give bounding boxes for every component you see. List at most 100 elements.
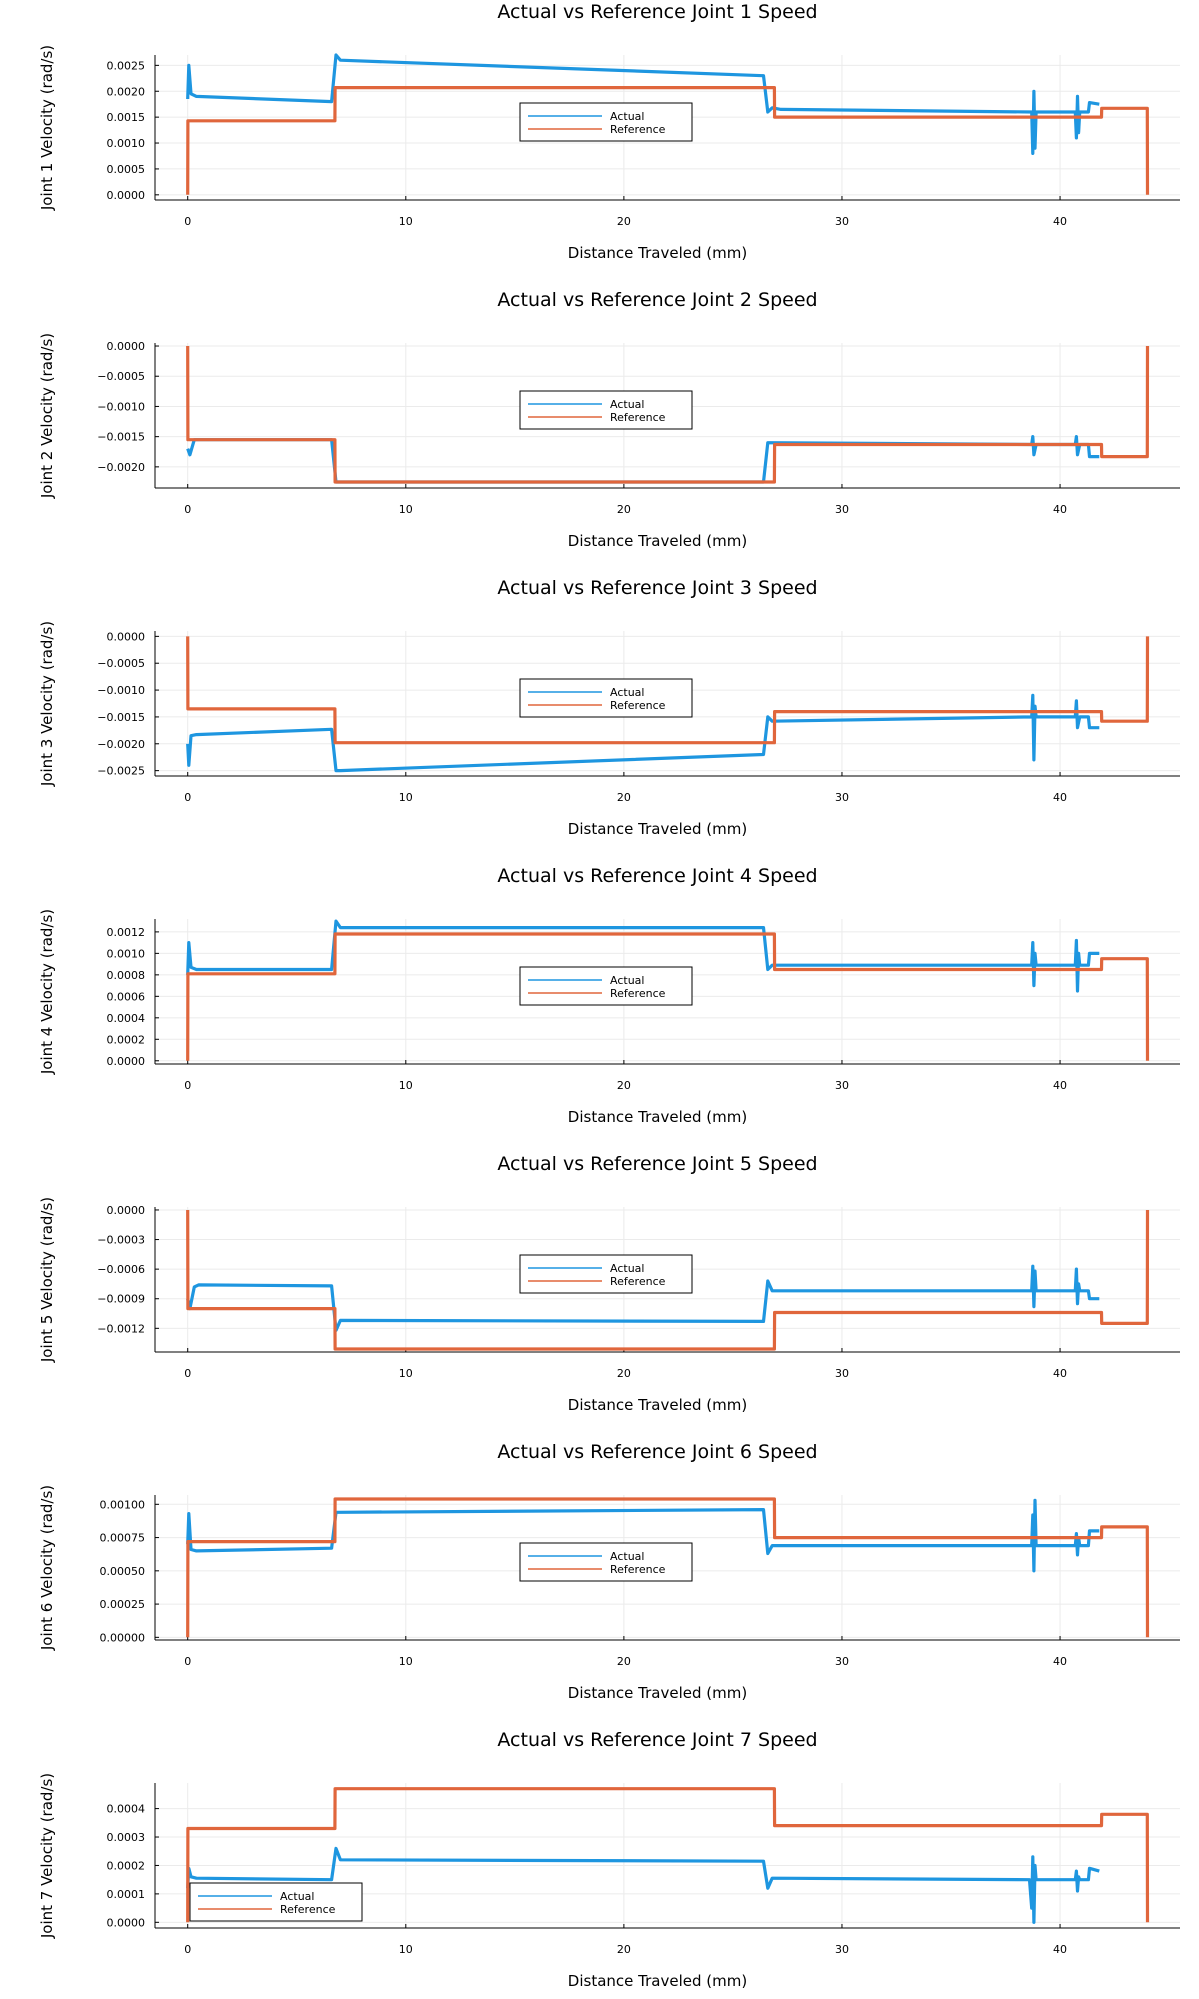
y-tick-label: −0.0020 xyxy=(97,738,145,751)
y-tick-label: −0.0010 xyxy=(97,400,145,413)
y-axis-label: Joint 1 Velocity (rad/s) xyxy=(38,45,56,211)
y-tick-label: −0.0005 xyxy=(97,657,145,670)
x-tick-label: 30 xyxy=(835,215,849,228)
legend-label-actual: Actual xyxy=(610,110,644,123)
x-axis-label: Distance Traveled (mm) xyxy=(568,1972,747,1990)
y-tick-label: −0.0010 xyxy=(97,684,145,697)
y-tick-label: 0.0015 xyxy=(107,111,146,124)
x-tick-label: 20 xyxy=(617,1367,631,1380)
legend-label-reference: Reference xyxy=(610,699,666,712)
x-tick-label: 40 xyxy=(1053,1367,1067,1380)
x-tick-label: 30 xyxy=(835,1655,849,1668)
chart-title: Actual vs Reference Joint 5 Speed xyxy=(497,1153,817,1175)
y-axis-label: Joint 2 Velocity (rad/s) xyxy=(38,333,56,499)
y-tick-label: 0.0006 xyxy=(107,990,146,1003)
y-tick-label: 0.0008 xyxy=(107,969,146,982)
legend-label-reference: Reference xyxy=(610,1563,666,1576)
series-line-actual xyxy=(186,1498,1100,1573)
x-tick-label: 10 xyxy=(399,791,413,804)
legend-label-reference: Reference xyxy=(610,411,666,424)
x-axis-label: Distance Traveled (mm) xyxy=(568,1108,747,1126)
x-tick-label: 40 xyxy=(1053,503,1067,516)
series-line-reference xyxy=(186,85,1150,195)
legend-label-reference: Reference xyxy=(610,987,666,1000)
y-tick-label: −0.0009 xyxy=(97,1293,145,1306)
series-line-reference xyxy=(186,932,1150,1061)
x-tick-label: 40 xyxy=(1053,1079,1067,1092)
x-tick-label: 0 xyxy=(184,215,191,228)
chart-panel-joint-3: 0 10 20 30 40 0.0000 −0.0005 −0.0010 −0.0015 −0.0… xyxy=(38,577,1180,838)
series-line-actual xyxy=(186,919,1100,993)
x-tick-label: 30 xyxy=(835,1367,849,1380)
legend-label-actual: Actual xyxy=(610,974,644,987)
series-line-actual xyxy=(186,1264,1100,1332)
x-tick-label: 30 xyxy=(835,791,849,804)
x-tick-label: 0 xyxy=(184,791,191,804)
x-tick-label: 20 xyxy=(617,215,631,228)
x-tick-label: 30 xyxy=(835,1943,849,1956)
chart-title: Actual vs Reference Joint 1 Speed xyxy=(497,1,817,23)
legend-label-actual: Actual xyxy=(280,1890,314,1903)
x-tick-label: 20 xyxy=(617,791,631,804)
x-tick-label: 10 xyxy=(399,1655,413,1668)
x-tick-label: 40 xyxy=(1053,215,1067,228)
y-tick-label: 0.0003 xyxy=(107,1831,146,1844)
x-tick-label: 10 xyxy=(399,1943,413,1956)
y-tick-label: 0.0002 xyxy=(107,1859,146,1872)
legend-label-reference: Reference xyxy=(610,1275,666,1288)
x-tick-label: 10 xyxy=(399,1079,413,1092)
y-axis-label: Joint 5 Velocity (rad/s) xyxy=(38,1197,56,1363)
chart-panel-joint-2: 0 10 20 30 40 0.0000 −0.0005 −0.0010 −0.0015 −0.0… xyxy=(38,289,1180,550)
x-tick-label: 20 xyxy=(617,1943,631,1956)
y-axis-label: Joint 4 Velocity (rad/s) xyxy=(38,909,56,1075)
x-axis-label: Distance Traveled (mm) xyxy=(568,1396,747,1414)
x-tick-label: 20 xyxy=(617,503,631,516)
y-tick-label: 0.00100 xyxy=(100,1498,146,1511)
x-axis-label: Distance Traveled (mm) xyxy=(568,244,747,262)
y-tick-label: 0.00025 xyxy=(100,1598,146,1611)
y-tick-label: 0.0000 xyxy=(107,189,146,202)
legend-box xyxy=(519,966,693,1006)
series-line-actual xyxy=(186,1846,1100,1924)
legend-label-actual: Actual xyxy=(610,1262,644,1275)
x-tick-label: 0 xyxy=(184,1655,191,1668)
y-tick-label: 0.0010 xyxy=(107,137,146,150)
legend-label-actual: Actual xyxy=(610,686,644,699)
legend-label-reference: Reference xyxy=(610,123,666,136)
x-tick-label: 0 xyxy=(184,1943,191,1956)
x-axis-label: Distance Traveled (mm) xyxy=(568,1684,747,1702)
x-axis-label: Distance Traveled (mm) xyxy=(568,532,747,550)
legend-box xyxy=(519,1542,693,1582)
y-tick-label: 0.00050 xyxy=(100,1565,146,1578)
legend-box xyxy=(519,1254,693,1294)
y-tick-label: 0.0010 xyxy=(107,947,146,960)
y-tick-label: 0.0000 xyxy=(107,1916,146,1929)
legend-box xyxy=(519,390,693,430)
x-tick-label: 10 xyxy=(399,1367,413,1380)
y-tick-label: 0.0004 xyxy=(107,1803,146,1816)
y-axis-label: Joint 3 Velocity (rad/s) xyxy=(38,621,56,787)
series-line-reference xyxy=(186,636,1150,745)
chart-panel-joint-5: 0 10 20 30 40 0.0000 −0.0003 −0.0006 −0.0009 −0.0… xyxy=(38,1153,1180,1414)
series-line-actual xyxy=(186,693,1100,773)
y-tick-label: −0.0025 xyxy=(97,765,145,778)
chart-panel-joint-1: 0 10 20 30 40 0.0000 0.0005 0.0010 0.0015 0.0020 0… xyxy=(38,1,1180,262)
y-tick-label: 0.0000 xyxy=(107,1055,146,1068)
series-line-reference xyxy=(186,1209,1150,1351)
chart-panel-joint-7: 0 10 20 30 40 0.0000 0.0001 0.0002 0.0003 0.0004 A… xyxy=(38,1729,1180,1990)
x-tick-label: 0 xyxy=(184,1367,191,1380)
y-tick-label: 0.0000 xyxy=(107,340,146,353)
legend-label-reference: Reference xyxy=(280,1903,336,1916)
x-tick-label: 0 xyxy=(184,1079,191,1092)
chart-title: Actual vs Reference Joint 4 Speed xyxy=(497,865,817,887)
x-tick-label: 40 xyxy=(1053,1655,1067,1668)
x-tick-label: 20 xyxy=(617,1655,631,1668)
x-tick-label: 30 xyxy=(835,503,849,516)
